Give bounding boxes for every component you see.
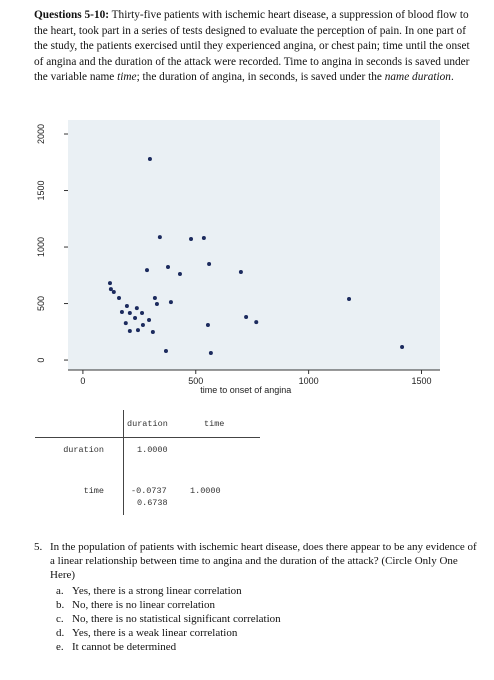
option-text: No, there is no linear correlation	[72, 599, 215, 611]
point	[127, 329, 132, 334]
x-tick-label: 1000	[299, 376, 319, 386]
point	[189, 237, 194, 242]
option: a. Yes, there is a strong linear correlat…	[56, 584, 484, 598]
option: d. Yes, there is a weak linear correlatio…	[56, 626, 484, 640]
option-text: It cannot be determined	[72, 641, 177, 653]
point	[119, 310, 124, 315]
y-tick-label: 1500	[36, 181, 46, 201]
x-tick-label: 0	[80, 376, 85, 386]
point	[157, 235, 162, 240]
intro-paragraph: Questions 5-10: Thirty-five patients wit…	[34, 8, 480, 86]
point	[133, 316, 138, 321]
x-tick-label: 500	[188, 376, 203, 386]
point	[177, 272, 182, 277]
option-text: Yes, there is a strong linear correlatio…	[72, 585, 242, 597]
row-label: duration	[63, 445, 104, 455]
question-number: 5.	[34, 541, 43, 553]
question: 5. In the population of patients with is…	[34, 540, 484, 654]
point	[107, 281, 112, 286]
column-header: time	[204, 419, 225, 429]
option-text: No, there is no statistical significant …	[72, 613, 281, 625]
point	[135, 328, 140, 333]
option-letter: a.	[56, 585, 64, 597]
point	[145, 268, 150, 273]
option-letter: e.	[56, 641, 64, 653]
intro-text: Thirty-five patients with ischemic heart…	[34, 9, 470, 83]
point	[150, 330, 155, 335]
cell: 1.0000	[190, 486, 221, 496]
point	[347, 297, 352, 302]
intro-text: .	[450, 71, 454, 83]
option: c. No, there is no statistical significan…	[56, 612, 484, 626]
intro-italic: time	[117, 71, 137, 83]
intro-text: ; the duration of angina, in seconds, is…	[136, 71, 385, 83]
intro-italic: name duration	[384, 71, 451, 83]
table-rule	[123, 410, 124, 515]
point	[207, 261, 212, 266]
cell: 1.0000	[137, 445, 168, 455]
point	[400, 345, 405, 350]
cell: -0.0737	[131, 486, 167, 496]
lead: Questions 5-10:	[34, 9, 110, 21]
option-letter: c.	[56, 613, 64, 625]
point	[140, 311, 145, 316]
point	[238, 270, 243, 275]
option-text: Yes, there is a weak linear correlation	[72, 627, 238, 639]
option: e. It cannot be determined	[56, 640, 484, 654]
point	[127, 311, 132, 316]
y-tick-label: 1000	[36, 237, 46, 257]
point	[147, 318, 152, 323]
point	[147, 156, 152, 161]
y-tick-label: 0	[36, 358, 46, 363]
y-tick-label: 500	[36, 296, 46, 311]
y-tick-label: 2000	[36, 124, 46, 144]
question-text: In the population of patients with ische…	[50, 541, 477, 581]
point	[201, 235, 206, 240]
point	[205, 323, 210, 328]
x-axis-label: time to onset of angina	[200, 385, 291, 395]
p-value: 0.6738	[137, 498, 168, 508]
point	[244, 314, 249, 319]
row-label: time	[83, 486, 104, 496]
point	[117, 296, 122, 301]
point	[152, 296, 157, 301]
point	[123, 321, 128, 326]
option-letter: b.	[56, 599, 65, 611]
point	[124, 304, 129, 309]
options: a. Yes, there is a strong linear correlat…	[56, 584, 484, 654]
plot-area	[68, 120, 440, 370]
column-header: duration	[127, 419, 168, 429]
point	[140, 323, 145, 328]
point	[108, 287, 113, 292]
option-letter: d.	[56, 627, 65, 639]
point	[165, 265, 170, 270]
table-rule	[35, 437, 260, 438]
point	[163, 349, 168, 354]
x-tick-label: 1500	[411, 376, 431, 386]
point	[111, 290, 116, 295]
point	[154, 301, 159, 306]
scatter-chart: 0 500 1000 1500 time to onset of angina 0 500 1…	[36, 120, 440, 395]
option: b. No, there is no linear correlation	[56, 598, 484, 612]
point	[168, 300, 173, 305]
point	[254, 320, 259, 325]
point	[134, 306, 139, 311]
point	[208, 351, 213, 356]
